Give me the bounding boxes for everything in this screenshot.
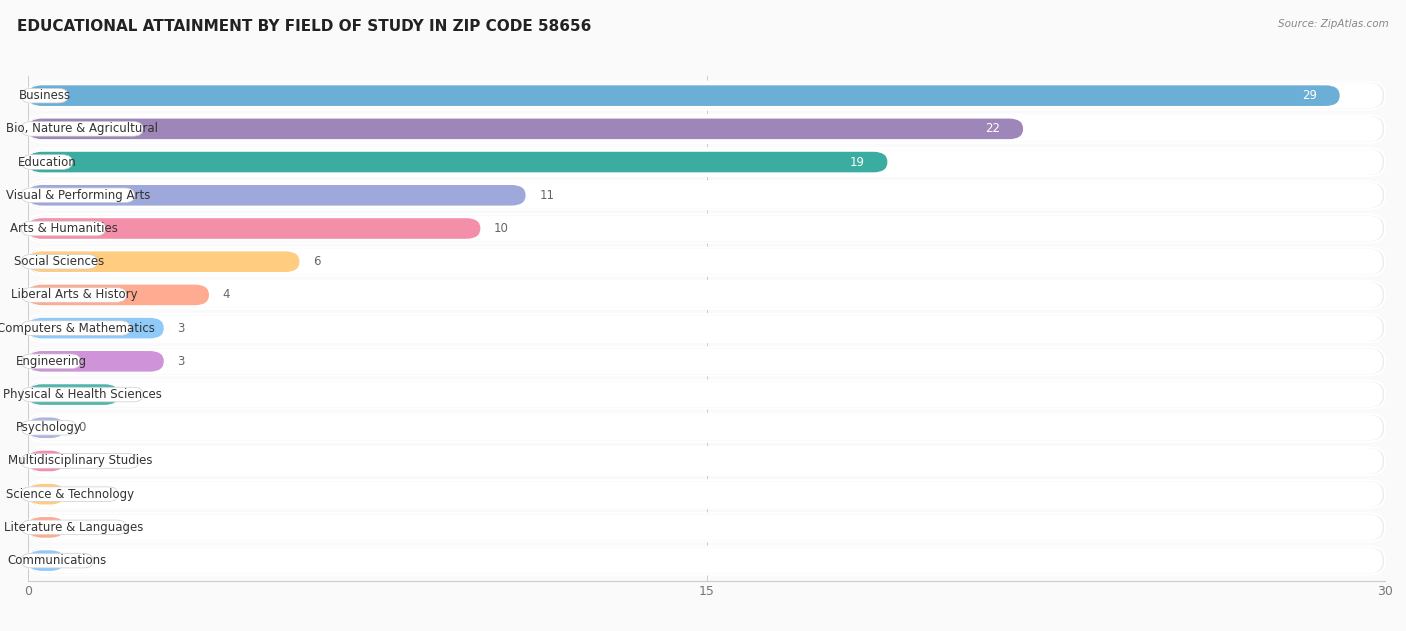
- FancyBboxPatch shape: [28, 514, 1385, 541]
- Text: 3: 3: [177, 322, 184, 334]
- FancyBboxPatch shape: [28, 251, 299, 272]
- Text: 19: 19: [849, 156, 865, 168]
- Text: Bio, Nature & Agricultural: Bio, Nature & Agricultural: [6, 122, 159, 136]
- FancyBboxPatch shape: [28, 119, 1024, 139]
- FancyBboxPatch shape: [28, 85, 1340, 106]
- FancyBboxPatch shape: [28, 550, 65, 571]
- Text: 0: 0: [77, 488, 86, 500]
- FancyBboxPatch shape: [28, 115, 1385, 143]
- Text: Education: Education: [17, 156, 76, 168]
- FancyBboxPatch shape: [28, 185, 526, 206]
- FancyBboxPatch shape: [31, 149, 1382, 175]
- FancyBboxPatch shape: [28, 384, 118, 405]
- FancyBboxPatch shape: [21, 188, 135, 203]
- Text: Psychology: Psychology: [15, 422, 82, 434]
- FancyBboxPatch shape: [21, 354, 80, 369]
- FancyBboxPatch shape: [31, 315, 1382, 341]
- Text: 11: 11: [538, 189, 554, 202]
- FancyBboxPatch shape: [21, 88, 67, 103]
- FancyBboxPatch shape: [28, 484, 65, 504]
- Text: Business: Business: [18, 89, 70, 102]
- FancyBboxPatch shape: [28, 281, 1385, 309]
- Text: 3: 3: [177, 355, 184, 368]
- Text: 4: 4: [222, 288, 231, 302]
- Text: 10: 10: [494, 222, 509, 235]
- FancyBboxPatch shape: [28, 285, 209, 305]
- FancyBboxPatch shape: [28, 414, 1385, 442]
- Text: Visual & Performing Arts: Visual & Performing Arts: [6, 189, 150, 202]
- Text: 6: 6: [314, 255, 321, 268]
- FancyBboxPatch shape: [31, 249, 1382, 274]
- Text: Physical & Health Sciences: Physical & Health Sciences: [3, 388, 162, 401]
- FancyBboxPatch shape: [28, 517, 65, 538]
- FancyBboxPatch shape: [31, 282, 1382, 308]
- FancyBboxPatch shape: [28, 318, 163, 338]
- FancyBboxPatch shape: [21, 155, 72, 169]
- FancyBboxPatch shape: [21, 454, 139, 468]
- FancyBboxPatch shape: [28, 546, 1385, 575]
- Text: 29: 29: [1302, 89, 1317, 102]
- FancyBboxPatch shape: [21, 321, 131, 336]
- FancyBboxPatch shape: [28, 181, 1385, 209]
- Text: Source: ZipAtlas.com: Source: ZipAtlas.com: [1278, 19, 1389, 29]
- Text: Multidisciplinary Studies: Multidisciplinary Studies: [8, 454, 152, 468]
- Text: Communications: Communications: [7, 554, 107, 567]
- FancyBboxPatch shape: [21, 221, 105, 236]
- FancyBboxPatch shape: [21, 288, 127, 302]
- Text: 0: 0: [77, 422, 86, 434]
- FancyBboxPatch shape: [21, 254, 97, 269]
- FancyBboxPatch shape: [21, 387, 143, 402]
- FancyBboxPatch shape: [28, 351, 163, 372]
- FancyBboxPatch shape: [31, 448, 1382, 474]
- FancyBboxPatch shape: [31, 481, 1382, 507]
- FancyBboxPatch shape: [28, 348, 1385, 375]
- FancyBboxPatch shape: [31, 116, 1382, 142]
- Text: Arts & Humanities: Arts & Humanities: [10, 222, 118, 235]
- FancyBboxPatch shape: [31, 216, 1382, 242]
- FancyBboxPatch shape: [31, 514, 1382, 540]
- FancyBboxPatch shape: [28, 480, 1385, 508]
- FancyBboxPatch shape: [28, 215, 1385, 242]
- Text: EDUCATIONAL ATTAINMENT BY FIELD OF STUDY IN ZIP CODE 58656: EDUCATIONAL ATTAINMENT BY FIELD OF STUDY…: [17, 19, 592, 34]
- Text: Science & Technology: Science & Technology: [6, 488, 134, 500]
- FancyBboxPatch shape: [31, 548, 1382, 574]
- FancyBboxPatch shape: [28, 248, 1385, 276]
- FancyBboxPatch shape: [21, 122, 143, 136]
- FancyBboxPatch shape: [28, 314, 1385, 342]
- FancyBboxPatch shape: [31, 182, 1382, 208]
- Text: 2: 2: [132, 388, 139, 401]
- Text: Social Sciences: Social Sciences: [14, 255, 104, 268]
- FancyBboxPatch shape: [21, 553, 93, 568]
- FancyBboxPatch shape: [31, 382, 1382, 408]
- FancyBboxPatch shape: [28, 418, 65, 438]
- FancyBboxPatch shape: [21, 520, 127, 534]
- Text: 0: 0: [77, 521, 86, 534]
- FancyBboxPatch shape: [31, 348, 1382, 374]
- Text: 0: 0: [77, 454, 86, 468]
- FancyBboxPatch shape: [28, 148, 1385, 176]
- Text: Computers & Mathematics: Computers & Mathematics: [0, 322, 155, 334]
- FancyBboxPatch shape: [28, 451, 65, 471]
- FancyBboxPatch shape: [28, 447, 1385, 475]
- Text: 0: 0: [77, 554, 86, 567]
- FancyBboxPatch shape: [21, 420, 76, 435]
- Text: Engineering: Engineering: [15, 355, 87, 368]
- FancyBboxPatch shape: [28, 152, 887, 172]
- FancyBboxPatch shape: [28, 81, 1385, 110]
- FancyBboxPatch shape: [28, 218, 481, 239]
- FancyBboxPatch shape: [31, 83, 1382, 109]
- FancyBboxPatch shape: [28, 380, 1385, 408]
- Text: Liberal Arts & History: Liberal Arts & History: [11, 288, 138, 302]
- Text: 22: 22: [986, 122, 1001, 136]
- Text: Literature & Languages: Literature & Languages: [4, 521, 143, 534]
- FancyBboxPatch shape: [21, 487, 118, 502]
- FancyBboxPatch shape: [31, 415, 1382, 440]
